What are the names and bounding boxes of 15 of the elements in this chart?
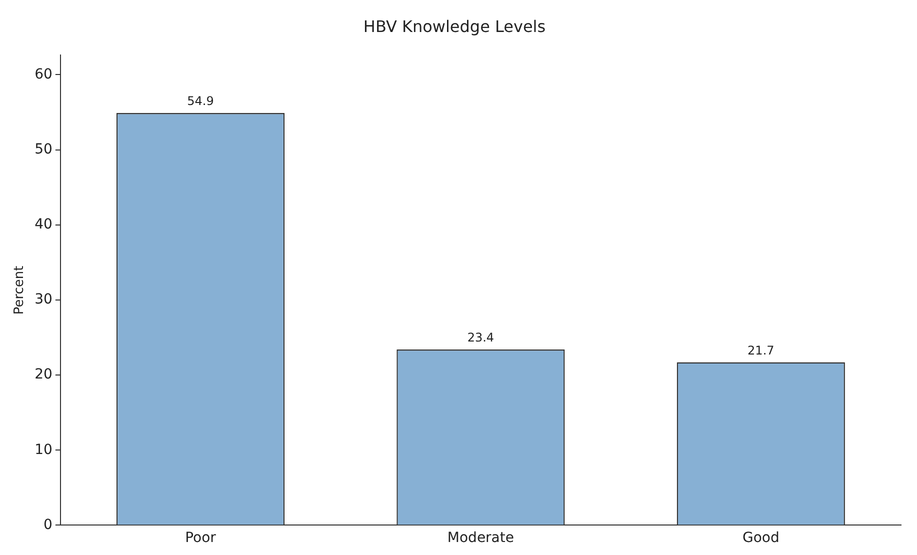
data-label: 21.7	[748, 343, 774, 358]
y-tick-label: 20	[34, 366, 52, 383]
data-label: 54.9	[187, 94, 214, 108]
x-tick-label: Poor	[185, 530, 216, 546]
x-tick-label: Good	[742, 530, 780, 546]
y-tick-label: 0	[43, 516, 52, 533]
y-tick-label: 40	[34, 216, 52, 233]
y-tick-label: 10	[34, 442, 52, 458]
y-tick-label: 30	[34, 292, 52, 308]
x-tick-label: Moderate	[447, 530, 514, 546]
y-tick-label: 60	[34, 66, 52, 82]
y-axis-title: Percent	[12, 266, 28, 315]
data-label: 23.4	[467, 330, 494, 345]
chart-title: HBV Knowledge Levels	[363, 16, 546, 36]
y-tick-label: 50	[34, 141, 52, 158]
